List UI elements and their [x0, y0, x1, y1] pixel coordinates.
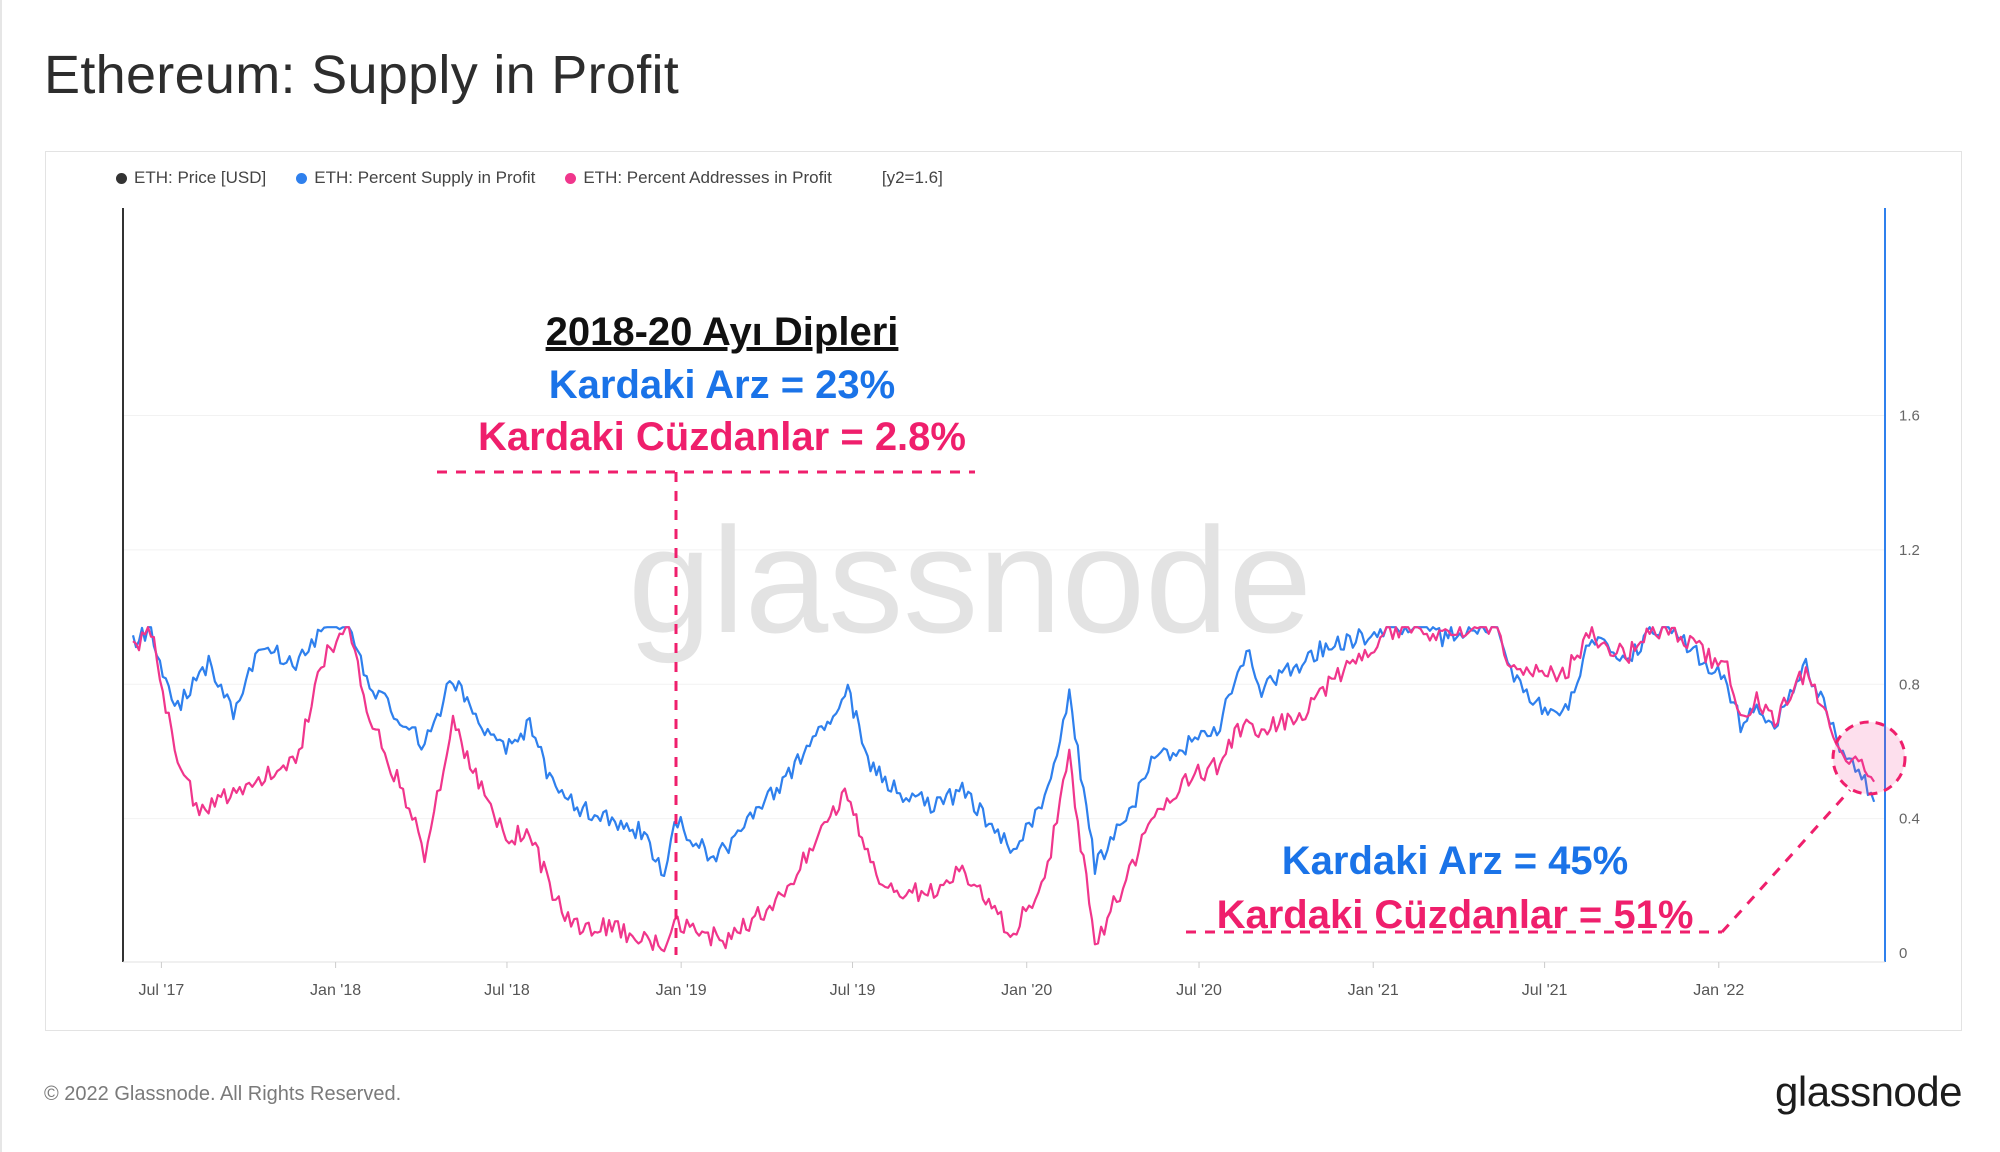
annotation-left-heading: 2018-20 Ayı Dipleri — [546, 310, 899, 354]
y-right-tick-label: 1.2 — [1899, 542, 1920, 559]
annotation-right-wallets: Kardaki Cüzdanlar = 51% — [1217, 893, 1694, 937]
legend-item-addresses[interactable]: ETH: Percent Addresses in Profit — [565, 168, 832, 188]
x-tick-label: Jan '18 — [310, 982, 361, 999]
x-tick-label: Jan '21 — [1348, 982, 1399, 999]
x-tick-label: Jan '22 — [1693, 982, 1744, 999]
x-tick-label: Jan '20 — [1001, 982, 1052, 999]
annotation-current-circle — [1831, 720, 1907, 796]
series-addresses-line — [132, 626, 1876, 953]
annotation-left-wallets: Kardaki Cüzdanlar = 2.8% — [478, 415, 966, 459]
annotation-right-supply: Kardaki Arz = 45% — [1282, 839, 1628, 883]
legend-dot-supply — [296, 172, 308, 184]
y-right-tick-label: 1.6 — [1899, 408, 1920, 425]
legend-label-addresses: ETH: Percent Addresses in Profit — [583, 168, 832, 187]
page-left-rule — [0, 0, 2, 1152]
legend-label-supply: ETH: Percent Supply in Profit — [314, 168, 536, 187]
series-supply-line — [131, 626, 1876, 877]
legend-y2-note: [y2=1.6] — [881, 168, 943, 187]
y-right-tick-label: 0.8 — [1899, 676, 1920, 693]
x-tick-label: Jul '17 — [139, 982, 185, 999]
legend-dot-addresses — [565, 172, 577, 184]
chart-frame — [45, 151, 1962, 1031]
legend-dot-price — [116, 172, 127, 184]
x-tick-label: Jul '19 — [830, 982, 876, 999]
watermark: glassnode — [628, 496, 1312, 664]
annotation-left-supply: Kardaki Arz = 23% — [549, 363, 895, 407]
y-right-tick-label: 0 — [1899, 945, 1907, 962]
annotation-right-connector — [1720, 788, 1852, 934]
chart-legend: ETH: Price [USD] ETH: Percent Supply in … — [116, 168, 943, 188]
y-right-tick-label: 0.4 — [1899, 811, 1920, 828]
x-tick-label: Jul '18 — [484, 982, 530, 999]
legend-label-price: ETH: Price [USD] — [134, 168, 267, 187]
legend-item-supply[interactable]: ETH: Percent Supply in Profit — [296, 168, 535, 188]
x-tick-label: Jul '20 — [1176, 982, 1222, 999]
legend-item-price[interactable]: ETH: Price [USD] — [116, 168, 266, 188]
page-title: Ethereum: Supply in Profit — [44, 45, 680, 105]
copyright-footer: © 2022 Glassnode. All Rights Reserved. — [44, 1083, 402, 1105]
brand-logo: glassnode — [1775, 1068, 1962, 1115]
x-tick-label: Jan '19 — [656, 982, 707, 999]
x-tick-label: Jul '21 — [1522, 982, 1568, 999]
